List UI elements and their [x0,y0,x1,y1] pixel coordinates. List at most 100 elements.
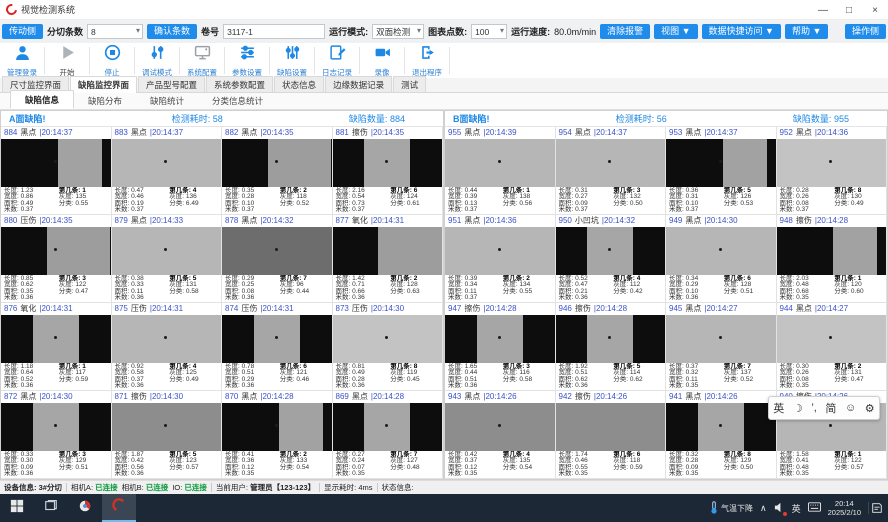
defect-time: |20:14:31 [149,304,184,314]
defect-cell[interactable]: 872 黑点 |20:14:30 长度: 0.33 宽度: 0.30 面积: 0… [1,391,112,479]
tab-edge-data-record[interactable]: 边缘数据记录 [325,76,393,92]
taskbar-clock[interactable]: 20:14 2025/2/10 [827,499,861,517]
defect-mark [829,423,833,427]
defect-measurements: 长度: 0.31 宽度: 0.27 面积: 0.09 米数: 0.37 第几条:… [558,186,643,214]
debug-mode-button[interactable]: 调试模式 [135,43,179,78]
view-menu-button[interactable]: 视图 ▼ [654,24,698,39]
subtab-defect-info[interactable]: 缺陷信息 [10,90,75,109]
subtab-defect-distribution[interactable]: 缺陷分布 [88,96,123,106]
defect-cell[interactable]: 879 黑点 |20:14:33 长度: 0.38 宽度: 0.33 面积: 0… [111,215,222,303]
defect-cell[interactable]: 942 擦伤 |20:14:26 长度: 1.74 宽度: 0.46 面积: 0… [555,391,666,479]
clear-alarm-button[interactable]: 清除报警 [600,24,651,39]
defect-cell[interactable]: 953 黑点 |20:14:37 长度: 0.36 宽度: 0.31 面积: 0… [666,127,777,215]
defect-cell[interactable]: 873 压伤 |20:14:30 长度: 0.81 宽度: 0.49 面积: 0… [332,303,443,391]
defect-time: |20:14:30 [704,216,738,226]
tab-test[interactable]: 测试 [393,76,427,92]
defect-cell[interactable]: 951 黑点 |20:14:36 长度: 0.39 宽度: 0.34 面积: 0… [445,215,556,303]
touch-keyboard-icon[interactable] [807,502,821,514]
defect-id: 874 [225,304,239,314]
tab-defect-monitor[interactable]: 缺陷监控界面 [70,76,138,93]
subtab-class-info-statistics[interactable]: 分类信息统计 [212,96,264,106]
tab-status-info[interactable]: 状态信息 [274,76,325,92]
defect-cell[interactable]: 949 黑点 |20:14:30 长度: 0.34 宽度: 0.29 面积: 0… [666,215,777,303]
defect-cell[interactable]: 880 压伤 |20:14:35 长度: 0.85 宽度: 0.62 面积: 0… [1,215,112,303]
maximize-button[interactable]: □ [845,4,853,16]
defect-cell[interactable]: 946 擦伤 |20:14:28 长度: 1.92 宽度: 0.51 面积: 0… [555,303,666,391]
ime-simplified-mode[interactable]: 简 [825,403,837,415]
defect-settings-button[interactable]: 缺陷设置 [270,43,314,78]
operator-side-button[interactable]: 操作侧 [844,24,886,39]
minimize-button[interactable]: — [818,4,828,16]
defect-cell-header: 873 压伤 |20:14:30 [333,303,443,315]
defect-cell[interactable]: 876 氧化 |20:14:31 长度: 1.18 宽度: 0.64 面积: 0… [1,303,112,391]
defect-cell[interactable]: 878 黑点 |20:14:32 长度: 0.29 宽度: 0.25 面积: 0… [222,215,333,303]
panel-b-defect-count: 缺陷数量: 955 [792,114,849,124]
confirm-count-button[interactable]: 确认条数 [147,24,198,39]
admin-login-button[interactable]: 管理登录 [0,43,44,78]
system-config-button[interactable]: 系统配置 [180,43,224,78]
stop-button[interactable]: 停止 [90,43,134,78]
defect-type: 黑点 [685,392,702,402]
language-indicator[interactable]: 英 [791,503,801,514]
run-mode-select[interactable]: 双面检测 [372,24,425,39]
ime-punctuation-mode[interactable]: ’, [811,402,817,414]
taskbar-app-inspection[interactable] [102,494,136,522]
tab-system-param-config[interactable]: 系统参数配置 [206,76,274,92]
moon-icon[interactable]: ☽ [792,402,803,415]
defect-cell[interactable]: 945 黑点 |20:14:27 长度: 0.37 宽度: 0.32 面积: 0… [666,303,777,391]
defect-thumbnail [332,314,442,363]
defect-cell[interactable]: 955 黑点 |20:14:39 长度: 0.44 宽度: 0.39 面积: 0… [445,127,556,215]
tab-size-monitor[interactable]: 尺寸监控界面 [2,76,70,92]
close-button[interactable]: × [872,4,878,16]
drive-side-button[interactable]: 传动侧 [2,24,44,39]
ime-english-mode[interactable]: 英 [773,403,785,415]
chart-points-select[interactable]: 100 [471,24,508,39]
defect-type: 黑点 [795,304,812,314]
slit-count-select[interactable]: 8 [87,24,144,39]
action-center-button[interactable] [868,502,884,514]
defect-mark [829,335,833,339]
defect-cell[interactable]: 883 黑点 |20:14:37 长度: 0.47 宽度: 0.46 面积: 0… [111,127,222,215]
defect-cell[interactable]: 950 小凹坑 |20:14:32 长度: 0.52 宽度: 0.47 面积: … [555,215,666,303]
defect-cell[interactable]: 869 黑点 |20:14:28 长度: 0.27 宽度: 0.24 面积: 0… [332,391,443,479]
defect-time: |20:14:28 [260,392,294,402]
emoji-icon[interactable]: ☺ [844,402,857,414]
defect-cell[interactable]: 877 氧化 |20:14:31 长度: 1.42 宽度: 0.71 面积: 0… [332,215,443,303]
defect-cell[interactable]: 881 擦伤 |20:14:35 长度: 2.16 宽度: 0.54 面积: 0… [332,127,443,215]
run-mode-label: 运行模式: [329,27,369,37]
defect-cell[interactable]: 952 黑点 |20:14:36 长度: 0.28 宽度: 0.26 面积: 0… [776,127,887,215]
start-menu-button[interactable] [0,494,34,522]
defect-time: |20:14:30 [370,304,405,314]
defect-cell[interactable]: 875 压伤 |20:14:31 长度: 0.92 宽度: 0.58 面积: 0… [111,303,222,391]
task-view-button[interactable] [34,494,68,522]
exit-program-button[interactable]: 退出程序 [405,43,449,78]
volume-icon[interactable] [774,502,787,516]
defect-cell[interactable]: 874 压伤 |20:14:31 长度: 0.78 宽度: 0.51 面积: 0… [222,303,333,391]
roll-number-input[interactable]: 3117-1 [223,24,326,39]
taskbar-app-browser[interactable] [68,494,102,522]
gear-icon[interactable]: ⚙ [864,402,875,415]
weather-tray-item[interactable]: 气温下降 [710,500,753,516]
help-menu-button[interactable]: 帮助 ▼ [784,24,829,39]
subtab-defect-statistics[interactable]: 缺陷统计 [150,96,185,106]
defect-thumbnail [1,226,111,275]
defect-cell[interactable]: 882 黑点 |20:14:35 长度: 0.35 宽度: 0.28 面积: 0… [222,127,333,215]
defect-cell[interactable]: 948 擦伤 |20:14:28 长度: 2.03 宽度: 0.48 面积: 0… [776,215,887,303]
tab-product-model-config[interactable]: 产品型号配置 [138,76,206,92]
defect-cell[interactable]: 954 黑点 |20:14:37 长度: 0.31 宽度: 0.27 面积: 0… [555,127,666,215]
defect-cell[interactable]: 944 黑点 |20:14:27 长度: 0.30 宽度: 0.26 面积: 0… [776,303,887,391]
volume-badge [782,511,787,516]
defect-cell[interactable]: 870 黑点 |20:14:28 长度: 0.41 宽度: 0.36 面积: 0… [222,391,333,479]
defect-cell[interactable]: 943 黑点 |20:14:26 长度: 0.42 宽度: 0.37 面积: 0… [445,391,556,479]
tray-expand-chevron[interactable]: ∧ [760,502,767,513]
param-settings-button[interactable]: 参数设置 [225,43,269,78]
defect-thumbnail [222,226,332,275]
log-record-button[interactable]: 日志记录 [315,43,359,78]
defect-cell[interactable]: 871 擦伤 |20:14:30 长度: 1.87 宽度: 0.42 面积: 0… [111,391,222,479]
data-quick-access-menu-button[interactable]: 数据快捷访问 ▼ [701,24,781,39]
start-button[interactable]: 开始 [45,43,89,78]
record-video-button[interactable]: 录像 [360,43,404,78]
defect-cell[interactable]: 941 黑点 |20:14:26 长度: 0.32 宽度: 0.28 面积: 0… [666,391,777,479]
defect-cell[interactable]: 947 擦伤 |20:14:28 长度: 1.65 宽度: 0.44 面积: 0… [445,303,556,391]
defect-cell[interactable]: 884 黑点 |20:14:37 长度: 1.23 宽度: 0.86 面积: 0… [1,127,112,215]
